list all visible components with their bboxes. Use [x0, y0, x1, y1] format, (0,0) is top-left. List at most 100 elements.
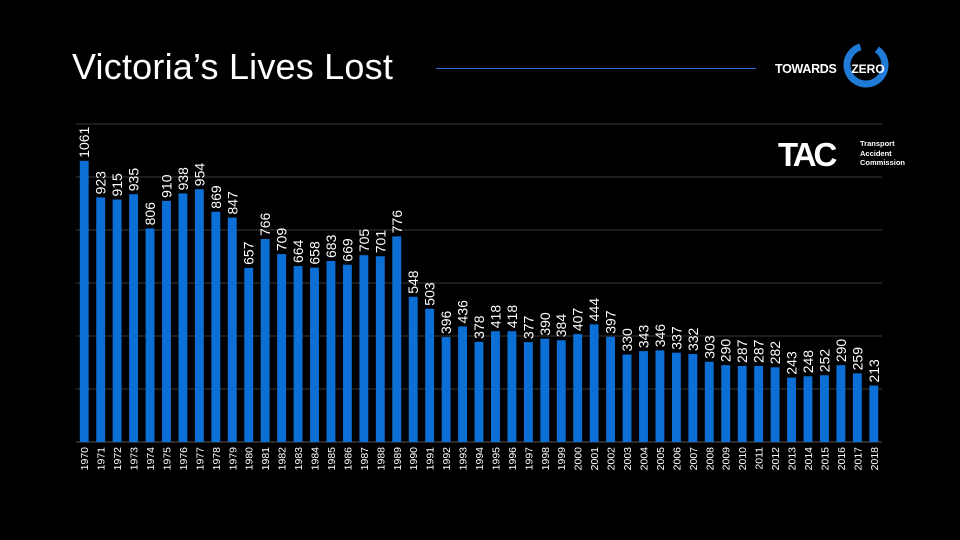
chart-x-tick-label: 2004	[638, 447, 650, 471]
chart-value-label: 290	[718, 339, 734, 363]
chart-x-tick-label: 2013	[787, 447, 799, 471]
tac-logo-subtitle: Transport Accident Commission	[860, 139, 905, 168]
chart-value-label: 390	[537, 312, 553, 336]
chart-bar	[293, 266, 303, 442]
chart-value-label: 303	[701, 335, 717, 359]
chart-bar	[819, 375, 829, 442]
chart-bar	[96, 197, 106, 442]
towards-zero-ring-icon	[843, 42, 889, 88]
chart-bar	[721, 365, 731, 442]
chart-x-tick-label: 2000	[573, 447, 585, 471]
chart-value-label: 213	[866, 359, 882, 383]
chart-value-label: 705	[356, 229, 372, 253]
chart-x-tick-label: 2014	[803, 447, 815, 471]
chart-x-tick-label: 1975	[161, 447, 173, 471]
chart-x-tick-labels: 1970 1971 1972 1973 1974 1975 1976 1977 1978 1979…	[79, 447, 881, 471]
chart-x-tick-label: 1983	[293, 447, 305, 471]
chart-bar	[556, 340, 566, 442]
chart-x-tick-label: 1995	[490, 447, 502, 471]
chart-x-tick-label: 1988	[375, 447, 387, 471]
chart-bar	[326, 261, 336, 442]
chart-x-tick-label: 1998	[540, 447, 552, 471]
chart-bar	[194, 189, 204, 442]
chart-bar	[211, 211, 221, 442]
chart-value-label: 766	[257, 212, 273, 236]
chart-value-label: 701	[372, 230, 388, 254]
chart-value-label: 806	[142, 202, 158, 226]
chart-x-tick-label: 1984	[310, 447, 322, 471]
tac-logo-mark-text: TAC	[778, 137, 837, 169]
chart-value-label: 935	[126, 168, 142, 192]
chart-x-tick-label: 2011	[754, 447, 766, 470]
chart-value-label: 923	[93, 171, 109, 195]
chart-bar	[277, 254, 287, 442]
chart-bar	[704, 361, 714, 442]
chart-bar	[589, 324, 599, 442]
chart-value-label: 332	[685, 327, 701, 351]
chart-value-label: 330	[619, 328, 635, 352]
chart-bar	[441, 337, 451, 442]
chart-x-tick-label: 1976	[178, 447, 190, 471]
chart-value-label: 683	[323, 234, 339, 258]
chart-bar	[787, 377, 796, 442]
chart-x-tick-label: 2016	[836, 447, 848, 471]
chart-value-label: 343	[635, 325, 651, 349]
chart-bar	[869, 385, 879, 442]
chart-x-tick-label: 1970	[79, 447, 91, 471]
chart-x-tick-label: 1974	[145, 447, 157, 471]
chart-bar	[260, 239, 270, 442]
chart-bar	[770, 367, 780, 442]
chart-x-tick-label: 1973	[129, 447, 141, 471]
chart-value-label: 259	[849, 347, 865, 371]
chart-value-label: 954	[191, 163, 207, 187]
chart-value-label: 290	[833, 339, 849, 363]
chart-x-tick-label: 1985	[326, 447, 338, 471]
chart-value-label: 248	[800, 350, 816, 374]
chart-x-tick-label: 2006	[671, 447, 683, 471]
chart-value-label: 418	[504, 305, 520, 329]
chart-x-tick-label: 1972	[112, 447, 124, 471]
chart-value-label: 287	[734, 339, 750, 363]
chart-x-tick-label: 2008	[704, 447, 716, 471]
chart-value-label: 337	[668, 326, 684, 350]
chart-bar	[737, 365, 747, 442]
chart-bar	[639, 351, 648, 442]
chart-value-label: 938	[175, 167, 191, 191]
chart-x-tick-label: 2007	[688, 447, 700, 471]
chart-x-tick-label: 1989	[392, 447, 404, 471]
chart-bar	[145, 228, 155, 442]
chart-x-tick-label: 1980	[244, 447, 256, 471]
chart-x-tick-label: 2002	[606, 447, 618, 471]
towards-zero-logo: TOWARDS ZERO	[775, 40, 900, 98]
chart-bar	[507, 331, 517, 442]
tac-logo: TAC Transport Accident Commission	[778, 137, 918, 177]
chart-value-label: 436	[455, 300, 471, 324]
chart-x-tick-label: 1981	[260, 447, 272, 471]
tac-logo-subtitle-line: Transport	[860, 139, 895, 148]
chart-value-label: 548	[405, 270, 421, 294]
chart-x-tick-label: 1986	[342, 447, 354, 471]
chart-bar	[162, 200, 171, 442]
chart-bar	[803, 376, 813, 442]
chart-x-tick-label: 2012	[770, 447, 782, 471]
chart-value-label: 776	[389, 210, 405, 234]
chart-x-tick-label: 1979	[227, 447, 239, 471]
chart-bar	[491, 331, 500, 442]
chart-value-label: 252	[816, 349, 832, 373]
chart-x-tick-label: 2010	[737, 447, 749, 471]
chart-x-tick-label: 1990	[408, 447, 420, 471]
chart-value-label: 1061	[76, 126, 92, 157]
chart-bar	[408, 296, 418, 442]
chart-bar	[540, 338, 550, 442]
chart-bar	[425, 308, 435, 442]
chart-bar	[392, 236, 402, 442]
chart-value-label: 910	[158, 174, 174, 198]
chart-bar	[474, 341, 484, 442]
towards-zero-logo-right-text: ZERO	[851, 62, 885, 76]
chart-value-label: 709	[274, 228, 290, 252]
chart-value-label: 397	[603, 310, 619, 334]
chart-bar	[754, 365, 764, 442]
chart-bar	[359, 255, 369, 442]
chart-value-label: 869	[208, 185, 224, 209]
